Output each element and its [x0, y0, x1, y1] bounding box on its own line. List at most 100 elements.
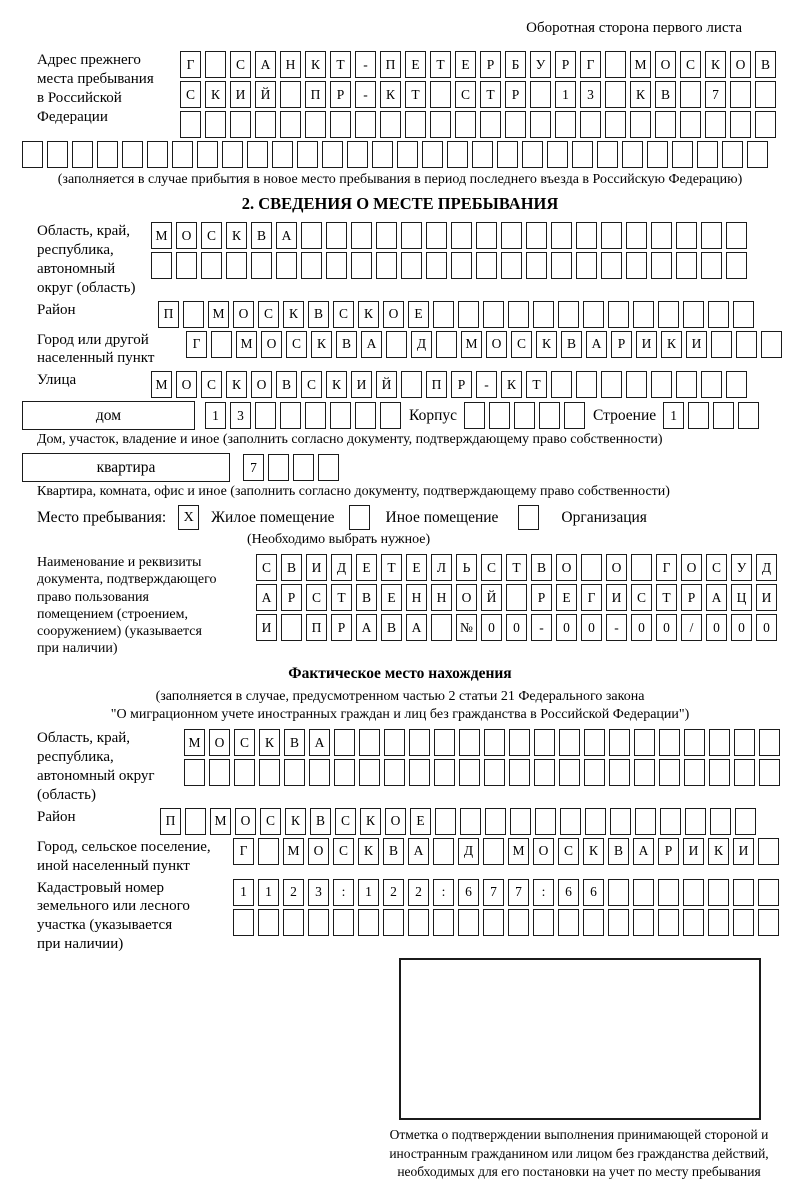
prev-address-section: Адрес прежнего места пребывания в Россий… — [22, 51, 800, 138]
char-box: Р — [451, 371, 472, 399]
stay-type-label: Место пребывания: — [37, 508, 167, 526]
actual-location-title: Фактическое место нахождения — [288, 664, 512, 682]
char-box: - — [476, 371, 497, 399]
char-box — [608, 300, 629, 328]
char-box — [455, 111, 476, 138]
char-box: С — [481, 554, 502, 582]
char-box: С — [180, 81, 201, 108]
char-box — [326, 222, 347, 249]
section2-title: 2. СВЕДЕНИЯ О МЕСТЕ ПРЕБЫВАНИЯ — [241, 194, 559, 213]
char-box: Т — [526, 371, 547, 399]
char-box — [651, 252, 672, 279]
char-box — [506, 584, 527, 612]
char-box — [509, 759, 530, 787]
apartment-caption: Квартира, комната, офис и иное (заполнит… — [37, 484, 670, 500]
char-box — [333, 908, 354, 936]
char-box — [380, 402, 401, 430]
char-box — [576, 222, 597, 249]
char-box — [530, 81, 551, 108]
char-box — [726, 371, 747, 399]
char-box: Г — [233, 837, 254, 865]
cadastre-row: Кадастровый номер земельного или лесного… — [22, 878, 800, 955]
char-box — [409, 729, 430, 757]
char-box — [711, 330, 732, 358]
char-box — [726, 222, 747, 249]
char-box — [651, 222, 672, 249]
char-box — [301, 252, 322, 279]
char-box: А — [406, 614, 427, 642]
char-box — [318, 454, 339, 482]
char-box — [685, 807, 706, 835]
char-box — [734, 729, 755, 757]
char-box: С — [706, 554, 727, 582]
char-box — [255, 111, 276, 138]
char-box — [755, 111, 776, 138]
char-box: 1 — [555, 81, 576, 108]
char-box: № — [456, 614, 477, 642]
char-box: Р — [281, 584, 302, 612]
char-box: 2 — [283, 878, 304, 906]
char-box — [558, 908, 579, 936]
char-box: Р — [555, 51, 576, 78]
char-box — [255, 402, 276, 430]
char-box — [464, 402, 485, 430]
char-box — [534, 759, 555, 787]
char-box — [308, 908, 329, 936]
char-box — [534, 729, 555, 757]
char-box: М — [630, 51, 651, 78]
char-box: К — [630, 81, 651, 108]
char-box — [508, 300, 529, 328]
char-box: В — [531, 554, 552, 582]
char-box — [426, 252, 447, 279]
char-box — [272, 141, 293, 168]
stay-type-hint: (Необходимо выбрать нужное) — [247, 532, 431, 548]
checkbox-residential-premises: X — [178, 505, 200, 531]
char-box — [233, 908, 254, 936]
char-box — [631, 554, 652, 582]
char-box — [708, 908, 729, 936]
char-box — [211, 330, 232, 358]
char-box — [526, 222, 547, 249]
char-box — [547, 141, 568, 168]
char-box — [484, 729, 505, 757]
char-box: Т — [331, 584, 352, 612]
char-box — [736, 330, 757, 358]
char-box: А — [356, 614, 377, 642]
char-box — [401, 222, 422, 249]
char-box — [284, 759, 305, 787]
char-box — [359, 729, 380, 757]
char-box — [738, 402, 760, 430]
char-box — [280, 111, 301, 138]
char-box: К — [360, 807, 381, 835]
char-box — [514, 402, 535, 430]
char-box — [401, 252, 422, 279]
char-box — [330, 111, 351, 138]
char-box — [351, 222, 372, 249]
char-box — [258, 837, 279, 865]
char-box — [530, 111, 551, 138]
char-box: Т — [405, 81, 426, 108]
char-box: О — [233, 300, 254, 328]
char-box — [509, 729, 530, 757]
char-box — [185, 807, 206, 835]
char-box — [372, 141, 393, 168]
char-box: Т — [330, 51, 351, 78]
char-box: О — [209, 729, 230, 757]
char-box: - — [531, 614, 552, 642]
char-box — [551, 222, 572, 249]
char-box — [326, 252, 347, 279]
char-box: П — [305, 81, 326, 108]
char-box: Т — [430, 51, 451, 78]
char-box — [276, 252, 297, 279]
char-box — [734, 759, 755, 787]
char-box — [459, 759, 480, 787]
char-box: М — [151, 371, 172, 399]
char-box: С — [335, 807, 356, 835]
char-box: 7 — [483, 878, 504, 906]
house-caption: Дом, участок, владение и иное (заполнить… — [37, 432, 663, 448]
char-box — [559, 729, 580, 757]
street-label: Улица — [37, 372, 77, 389]
